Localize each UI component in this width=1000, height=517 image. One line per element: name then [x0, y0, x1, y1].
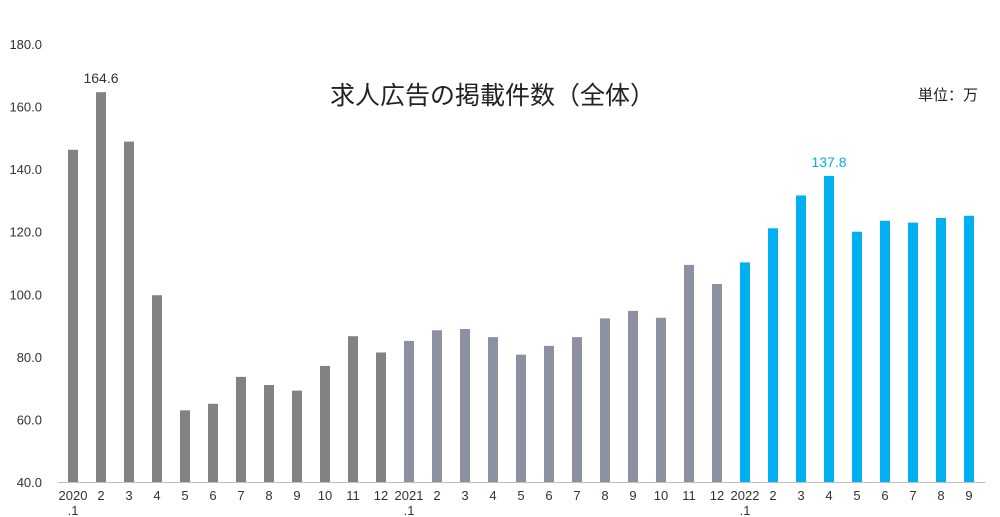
x-tick-label: 10: [654, 488, 668, 503]
x-tick-label: .1: [740, 503, 751, 517]
bar: [572, 337, 582, 482]
y-tick-label: 120.0: [9, 225, 42, 240]
bar: [684, 264, 694, 482]
bar: [880, 220, 890, 482]
x-tick-label: 7: [573, 488, 580, 503]
y-tick-label: 60.0: [17, 412, 42, 427]
x-tick-label: 5: [517, 488, 524, 503]
chart-title: 求人広告の掲載件数（全体）: [330, 81, 656, 110]
y-tick-label: 100.0: [9, 287, 42, 302]
x-tick-label: 2020: [59, 488, 88, 503]
bar: [68, 149, 78, 482]
bar: [936, 217, 946, 482]
bar: [152, 295, 162, 482]
y-tick-label: 140.0: [9, 162, 42, 177]
x-tick-label: .1: [404, 503, 415, 517]
bar: [964, 215, 974, 482]
bar: [180, 410, 190, 482]
data-label: 164.6: [83, 70, 118, 86]
x-tick-label: 2021: [395, 488, 424, 503]
x-tick-label: 3: [797, 488, 804, 503]
bar: [208, 403, 218, 482]
bar: [348, 336, 358, 482]
x-tick-label: 4: [489, 488, 496, 503]
x-tick-label: 5: [853, 488, 860, 503]
x-tick-label: 3: [461, 488, 468, 503]
bar: [292, 390, 302, 482]
x-tick-label: 4: [825, 488, 832, 503]
x-tick-label: 11: [682, 488, 696, 503]
bar: [376, 352, 386, 482]
unit-label: 単位：万: [918, 86, 979, 104]
bar: [488, 337, 498, 482]
bar: [852, 231, 862, 482]
bar: [124, 141, 134, 482]
x-tick-label: 3: [125, 488, 132, 503]
x-tick-label: 9: [293, 488, 300, 503]
bar: [628, 310, 638, 482]
bar: [320, 365, 330, 482]
x-tick-label: 11: [346, 488, 360, 503]
bar: [544, 345, 554, 482]
bar: [740, 262, 750, 482]
bar: [824, 176, 834, 483]
bar: [404, 340, 414, 482]
bar: [96, 92, 106, 483]
bar: [600, 318, 610, 482]
y-tick-label: 80.0: [17, 350, 42, 365]
x-tick-label: 6: [545, 488, 552, 503]
bar: [516, 354, 526, 482]
bar: [432, 330, 442, 482]
data-label: 137.8: [811, 154, 846, 170]
x-tick-label: 6: [209, 488, 216, 503]
y-tick-label: 40.0: [17, 475, 42, 490]
x-tick-label: 12: [374, 488, 388, 503]
x-tick-label: .1: [68, 503, 79, 517]
x-tick-label: 9: [629, 488, 636, 503]
x-tick-label: 6: [881, 488, 888, 503]
x-tick-label: 8: [265, 488, 272, 503]
bar: [264, 385, 274, 482]
x-tick-label: 7: [237, 488, 244, 503]
bar: [796, 195, 806, 482]
x-tick-label: 8: [937, 488, 944, 503]
x-tick-label: 2022: [731, 488, 760, 503]
x-tick-label: 5: [181, 488, 188, 503]
x-tick-label: 12: [710, 488, 724, 503]
x-tick-label: 8: [601, 488, 608, 503]
bar: [712, 283, 722, 482]
bar: [460, 329, 470, 482]
x-tick-label: 7: [909, 488, 916, 503]
x-tick-label: 10: [318, 488, 332, 503]
bar: [768, 228, 778, 482]
bar: [236, 376, 246, 482]
x-tick-label: 2: [97, 488, 104, 503]
bar: [908, 222, 918, 483]
y-tick-label: 180.0: [9, 37, 42, 52]
bar: [656, 317, 666, 482]
x-tick-label: 2: [433, 488, 440, 503]
y-tick-label: 160.0: [9, 100, 42, 115]
x-tick-label: 2: [769, 488, 776, 503]
x-tick-label: 4: [153, 488, 160, 503]
x-tick-label: 9: [965, 488, 972, 503]
